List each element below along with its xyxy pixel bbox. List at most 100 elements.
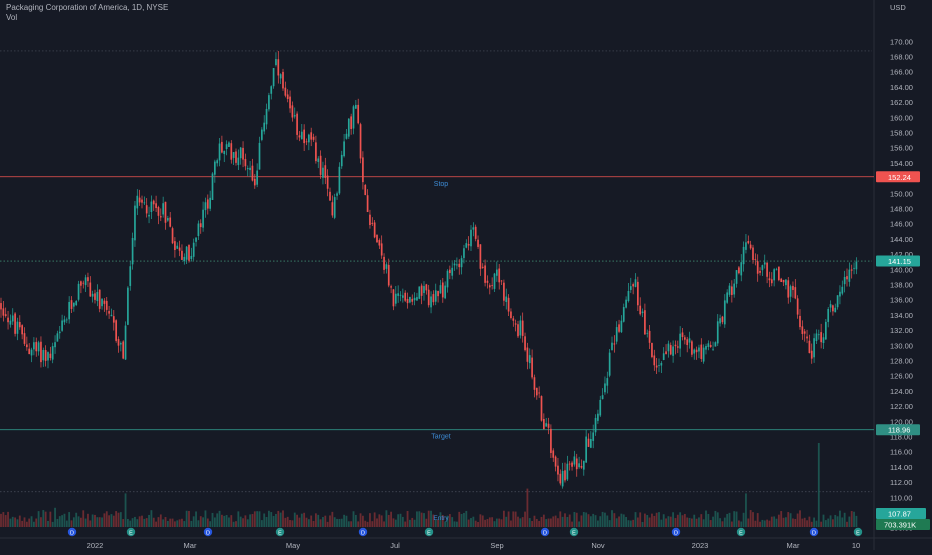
dividend-marker-icon[interactable] <box>671 527 681 537</box>
volume-bar <box>326 521 329 527</box>
volume-bar <box>472 516 475 527</box>
earnings-marker-icon[interactable] <box>736 527 746 537</box>
candle-body <box>9 320 12 325</box>
volume-bar <box>164 517 167 527</box>
candle-body <box>662 353 665 361</box>
dividend-marker-icon[interactable] <box>67 527 77 537</box>
candle-body <box>204 202 207 211</box>
earnings-marker-icon[interactable] <box>424 527 434 537</box>
volume-bar <box>242 518 244 527</box>
price-axis[interactable] <box>874 0 932 550</box>
volume-bar <box>770 516 773 527</box>
candle-body <box>122 341 125 359</box>
volume-bar <box>632 519 635 527</box>
candle-body <box>183 256 186 262</box>
volume-bar <box>420 512 423 527</box>
volume-bar <box>136 519 139 527</box>
earnings-marker-icon[interactable] <box>275 527 285 537</box>
candle-body <box>101 298 103 307</box>
volume-badge <box>876 519 930 530</box>
volume-bar <box>279 512 282 527</box>
candle-body <box>752 247 754 260</box>
candle-body <box>282 71 284 89</box>
candle-body <box>91 293 94 297</box>
volume-bar <box>416 511 418 527</box>
price-tick-label: 150.00 <box>890 189 913 198</box>
candle-body <box>37 342 40 352</box>
price-tick-label: 116.00 <box>890 448 912 457</box>
price-tick-label: 110.00 <box>890 493 912 502</box>
volume-bar <box>599 516 602 527</box>
volume-bar <box>98 517 101 527</box>
volume-bar <box>456 521 458 527</box>
earnings-marker-icon[interactable] <box>569 527 579 537</box>
volume-bar <box>401 516 404 527</box>
volume-bar <box>460 513 463 527</box>
candle-body <box>559 473 562 484</box>
volume-bar <box>18 515 21 527</box>
candle-body <box>825 321 827 340</box>
candle-body <box>237 157 240 166</box>
candle-body <box>639 305 642 315</box>
candle-body <box>16 321 19 334</box>
volume-bar <box>373 512 376 527</box>
volume-bar <box>486 519 489 527</box>
volume-bar <box>839 510 841 527</box>
volume-bar <box>181 518 183 527</box>
earnings-marker-icon[interactable] <box>853 527 863 537</box>
candle-body <box>343 141 345 157</box>
dividend-marker-icon[interactable] <box>540 527 550 537</box>
volume-bar <box>620 513 623 527</box>
earnings-marker-icon[interactable] <box>126 527 136 537</box>
volume-bar <box>51 521 54 527</box>
volume-bar <box>378 514 381 527</box>
candle-body <box>413 297 416 301</box>
volume-bar <box>72 517 75 527</box>
volume-bar <box>127 518 129 527</box>
price-tick-label: 144.00 <box>890 235 913 244</box>
candle-body <box>585 436 587 463</box>
candle-body <box>387 264 390 286</box>
volume-bar <box>0 513 2 527</box>
candle-body <box>611 342 613 350</box>
volume-bar <box>836 516 839 527</box>
dividend-marker-icon[interactable] <box>203 527 213 537</box>
candle-body <box>284 87 287 96</box>
volume-bar <box>660 519 663 527</box>
volume-bar <box>437 519 439 527</box>
price-tick-label: 130.00 <box>890 341 913 350</box>
candle-body <box>293 115 296 117</box>
volume-bar <box>265 516 268 527</box>
volume-bar <box>202 517 204 527</box>
volume-bar <box>510 520 512 527</box>
candle-body <box>84 277 87 286</box>
candle-body <box>331 202 334 216</box>
volume-bar <box>237 511 240 527</box>
volume-bar <box>594 515 597 527</box>
dividend-marker-icon[interactable] <box>809 527 819 537</box>
volume-bar <box>68 512 71 527</box>
volume-bar <box>23 517 26 527</box>
dividend-marker-icon[interactable] <box>358 527 368 537</box>
candle-body <box>11 315 14 322</box>
volume-bar <box>418 511 421 527</box>
volume-bar <box>11 516 14 527</box>
candle-body <box>218 143 221 161</box>
volume-bar <box>176 520 179 527</box>
candle-body <box>507 297 510 312</box>
candle-body <box>547 423 550 428</box>
volume-indicator-label[interactable]: Vol <box>6 13 18 22</box>
time-axis-label: Nov <box>591 541 605 550</box>
candle-body <box>796 298 799 315</box>
volume-bar <box>488 517 491 527</box>
candle-body <box>597 413 599 421</box>
candle-body <box>820 332 822 343</box>
candle-body <box>465 243 468 248</box>
candle-body <box>44 350 47 361</box>
volume-bar <box>195 511 197 527</box>
volume-bar <box>291 520 294 527</box>
volume-bar <box>768 520 771 527</box>
candle-body <box>28 348 31 355</box>
volume-bar <box>625 517 627 527</box>
